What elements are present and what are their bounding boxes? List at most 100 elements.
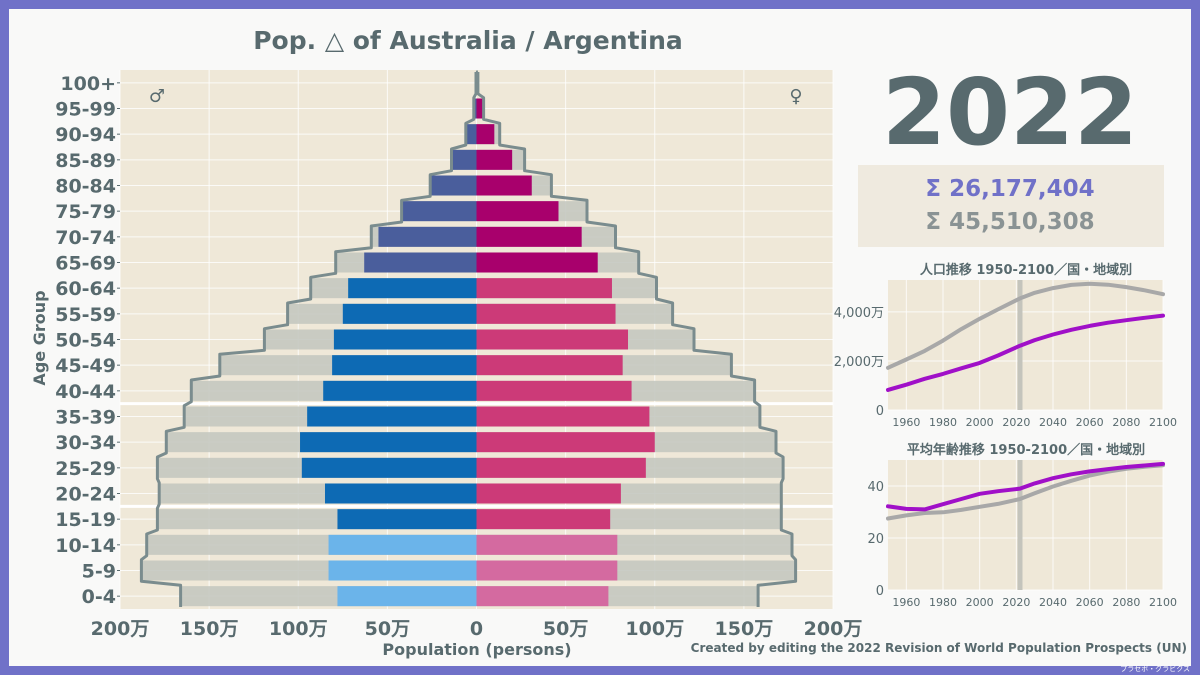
trend-x-tick-label: 2020: [1002, 596, 1030, 609]
age-group-tick-label: 85-89: [55, 150, 116, 172]
female-bar: [476, 406, 650, 427]
year-display: 2022: [882, 59, 1138, 166]
population-tick-label: 200万: [91, 618, 150, 640]
age-group-tick-label: 60-64: [55, 278, 116, 300]
male-bar: [323, 380, 477, 401]
male-bar: [332, 355, 477, 376]
trend-x-tick-label: 2000: [966, 416, 994, 429]
trend-y-tick-label: 4,000万: [834, 306, 884, 321]
age-group-tick-label: 35-39: [55, 407, 116, 429]
female-bar: [476, 586, 609, 607]
male-bar: [465, 124, 477, 145]
age-group-tick-label: 65-69: [55, 253, 116, 275]
male-bar: [337, 509, 477, 530]
trend-line-argentina: [886, 281, 1165, 370]
age-group-tick-label: 25-29: [55, 458, 116, 480]
population-tick-label: 50万: [543, 618, 588, 640]
trend-x-tick-label: 1960: [892, 596, 920, 609]
male-bar: [337, 586, 477, 607]
trend-x-tick-label: 2040: [1039, 596, 1067, 609]
trend-y-tick-label: 40: [867, 480, 884, 495]
female-bar: [476, 355, 623, 376]
age-group-tick-label: 70-74: [55, 227, 116, 249]
male-bar: [451, 149, 477, 170]
median-age-trend-title: 平均年齢推移 1950-2100／国・地域別: [907, 442, 1145, 458]
trend-x-tick-label: 2100: [1149, 416, 1177, 429]
age-group-tick-label: 100+: [60, 73, 116, 95]
male-bar: [333, 329, 477, 350]
female-bar: [476, 278, 612, 299]
compare-male-outline: [139, 72, 478, 607]
age-group-tick-label: 55-59: [55, 304, 116, 326]
age-group-tick-label: 30-34: [55, 432, 116, 454]
population-tick-label: 150万: [180, 618, 239, 640]
female-bar: [476, 380, 632, 401]
trend-x-tick-label: 2040: [1039, 416, 1067, 429]
male-bar: [342, 303, 477, 324]
female-bar: [476, 303, 616, 324]
male-bar: [300, 432, 477, 453]
population-pyramid: 0-4 5-9 10-14 15-19 20-24 25-29 30-34 35-39 40-4…: [55, 70, 862, 640]
age-group-tick-label: 40-44: [55, 381, 116, 403]
trend-line-argentina: [886, 463, 1165, 521]
male-bar: [348, 278, 477, 299]
female-bar: [476, 432, 655, 453]
compare-female-outline: [476, 72, 798, 607]
male-bar: [378, 226, 477, 247]
trend-x-tick-label: 2080: [1112, 596, 1140, 609]
male-bar: [324, 483, 477, 504]
female-bar: [476, 483, 621, 504]
chart-title: Pop. △ of Australia / Argentina: [253, 26, 683, 55]
population-tick-label: 0: [470, 618, 483, 640]
population-trend-chart: 1960 1980 2000 2020 2040 2060 2080 2100 0 2,000万 4…: [834, 280, 1177, 429]
trend-y-tick-label: 0: [876, 584, 884, 599]
population-tick-label: 200万: [804, 618, 863, 640]
female-bar: [476, 457, 646, 478]
female-bar: [476, 149, 513, 170]
age-group-tick-label: 15-19: [55, 509, 116, 531]
female-bar: [476, 534, 618, 555]
total-primary: Σ 26,177,404: [925, 176, 1094, 202]
female-bar: [476, 329, 629, 350]
trend-y-tick-label: 0: [876, 404, 884, 419]
age-group-tick-label: 95-99: [55, 99, 116, 121]
watermark: プラセボ・グラビクス: [1120, 664, 1190, 673]
female-bar: [476, 124, 495, 145]
trend-x-tick-label: 2000: [966, 596, 994, 609]
female-bar: [476, 98, 483, 119]
male-bar: [364, 252, 477, 273]
age-group-tick-label: 10-14: [55, 535, 116, 557]
trend-x-tick-label: 1960: [892, 416, 920, 429]
age-group-tick-label: 5-9: [82, 561, 116, 583]
trend-y-tick-label: 2,000万: [834, 355, 884, 370]
female-bar: [476, 252, 598, 273]
trend-x-tick-label: 1980: [929, 596, 957, 609]
male-bar: [301, 457, 477, 478]
male-bar: [401, 201, 477, 222]
trend-line-australia: [886, 313, 1165, 392]
x-axis-label: Population (persons): [382, 640, 571, 659]
male-bar: [430, 175, 477, 196]
trend-x-tick-label: 1980: [929, 416, 957, 429]
total-compare: Σ 45,510,308: [925, 209, 1094, 235]
female-bar: [476, 175, 532, 196]
trend-x-tick-label: 2080: [1112, 416, 1140, 429]
age-group-tick-label: 90-94: [55, 124, 116, 146]
trend-x-tick-label: 2060: [1076, 596, 1104, 609]
totals-panel: [858, 165, 1164, 247]
female-bar: [476, 201, 559, 222]
trend-line-australia: [886, 461, 1165, 512]
female-bar: [476, 560, 618, 581]
male-bar: [307, 406, 477, 427]
trend-x-tick-label: 2020: [1002, 416, 1030, 429]
population-tick-label: 100万: [269, 618, 328, 640]
population-tick-label: 100万: [625, 618, 684, 640]
population-tick-label: 50万: [365, 618, 410, 640]
age-group-tick-label: 80-84: [55, 176, 116, 198]
male-symbol: ♂: [149, 86, 165, 107]
population-tick-label: 150万: [715, 618, 774, 640]
female-symbol: ♀: [789, 86, 802, 107]
age-group-tick-label: 50-54: [55, 330, 116, 352]
